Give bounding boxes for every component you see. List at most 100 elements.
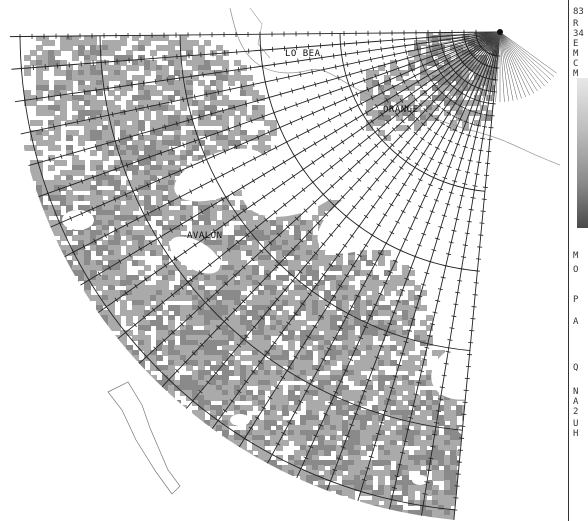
echo-cell: [348, 345, 355, 351]
range-tick: [240, 84, 243, 90]
echo-cell: [330, 500, 337, 506]
echo-cell: [120, 430, 127, 436]
echo-cell: [540, 515, 547, 521]
echo-cell: [300, 510, 307, 516]
range-tick: [321, 55, 323, 61]
echo-cell: [108, 280, 115, 286]
echo-cell: [342, 345, 349, 351]
echo-cell: [30, 295, 37, 301]
echo-cell: [426, 425, 433, 431]
echo-cell: [108, 130, 115, 136]
echo-cell: [426, 485, 433, 491]
echo-cell: [108, 375, 115, 381]
range-tick: [418, 102, 423, 108]
echo-cell: [42, 130, 49, 136]
echo-cell: [330, 265, 337, 271]
echo-cell: [348, 250, 355, 256]
echo-cell: [396, 340, 403, 346]
echo-cell: [396, 350, 403, 356]
echo-cell: [468, 415, 475, 421]
echo-cell: [402, 365, 409, 371]
range-tick: [113, 196, 117, 202]
echo-cell: [306, 475, 313, 481]
echo-cell: [402, 310, 409, 316]
echo-cell: [54, 345, 61, 351]
echo-cell: [198, 50, 205, 56]
echo-cell: [468, 445, 475, 451]
echo-cell: [228, 140, 235, 146]
echo-cell: [294, 250, 301, 256]
echo-cell: [42, 360, 49, 366]
echo-cell: [204, 435, 211, 441]
echo-cell: [198, 330, 205, 336]
echo-cell: [144, 135, 151, 141]
echo-cell: [168, 410, 175, 416]
echo-cell: [126, 245, 133, 251]
range-tick: [41, 126, 44, 132]
echo-cell: [258, 290, 265, 296]
echo-cell: [444, 100, 451, 106]
echo-cell: [426, 435, 433, 441]
range-tick: [309, 56, 311, 62]
echo-cell: [54, 310, 61, 316]
echo-cell: [10, 355, 13, 361]
echo-cell: [126, 295, 133, 301]
echo-cell: [138, 320, 145, 326]
echo-cell: [192, 350, 199, 356]
echo-cell: [552, 410, 559, 416]
echo-cell: [504, 515, 511, 521]
range-tick: [338, 112, 342, 117]
echo-cell: [426, 115, 433, 121]
range-tick: [159, 234, 163, 239]
echo-cell: [192, 440, 199, 446]
echo-cell: [228, 445, 235, 451]
echo-cell: [516, 380, 523, 386]
echo-cell: [558, 100, 565, 106]
echo-cell: [120, 115, 127, 121]
echo-cell: [258, 230, 265, 236]
echo-cell: [306, 265, 313, 271]
echo-cell: [168, 350, 175, 356]
center-spoke: [430, 31, 501, 42]
echo-cell: [282, 315, 289, 321]
echo-cell: [324, 440, 331, 446]
echo-cell: [0, 330, 7, 336]
echo-cell: [462, 80, 469, 86]
echo-cell: [318, 375, 325, 381]
echo-cell: [336, 410, 343, 416]
center-spoke: [499, 31, 514, 101]
echo-cell: [222, 365, 229, 371]
echo-cell: [378, 250, 385, 256]
echo-cell: [342, 390, 349, 396]
echo-cell: [156, 430, 163, 436]
echo-cell: [30, 265, 37, 271]
echo-cell: [108, 65, 115, 71]
echo-cell: [372, 310, 379, 316]
echo-cell: [48, 135, 55, 141]
echo-cell: [72, 115, 79, 121]
echo-gap: [290, 38, 380, 82]
echo-cell: [162, 295, 169, 301]
echo-cell: [156, 90, 163, 96]
echo-cell: [48, 210, 55, 216]
echo-cell: [126, 165, 133, 171]
echo-cell: [108, 265, 115, 271]
echo-cell: [426, 450, 433, 456]
echo-cell: [294, 400, 301, 406]
echo-cell: [360, 320, 367, 326]
echo-cell: [48, 380, 55, 386]
echo-cell: [228, 380, 235, 386]
range-tick: [100, 114, 102, 120]
echo-cell: [36, 235, 43, 241]
echo-cell: [30, 130, 37, 136]
echo-cell: [378, 400, 385, 406]
echo-cell: [138, 60, 145, 66]
echo-cell: [378, 425, 385, 431]
echo-cell: [318, 395, 325, 401]
echo-cell: [24, 200, 31, 206]
echo-cell: [72, 70, 79, 76]
echo-cell: [198, 120, 205, 126]
echo-cell: [60, 330, 67, 336]
echo-cell: [216, 445, 223, 451]
echo-cell: [144, 160, 151, 166]
